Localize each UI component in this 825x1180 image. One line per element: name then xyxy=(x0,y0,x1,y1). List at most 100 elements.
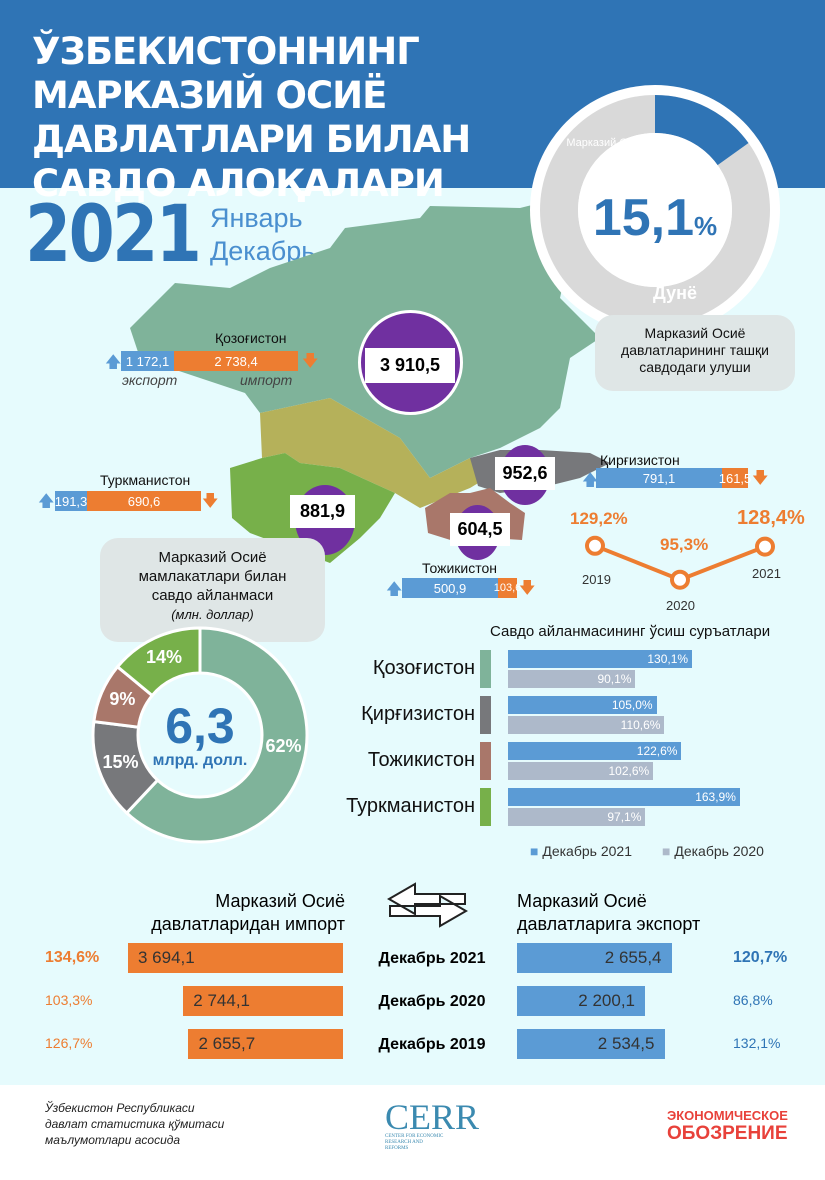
eo-logo-line: ОБОЗРЕНИЕ xyxy=(667,1123,788,1144)
import-bar-kazakhstan: 2 738,4 xyxy=(174,351,298,371)
growth-bar: 102,6% xyxy=(508,762,654,780)
category-marker xyxy=(480,696,491,734)
category-marker xyxy=(480,788,491,826)
turnover-caption-line: мамлакатлари билан xyxy=(138,568,287,585)
import-arrow-icon: 🡇 xyxy=(202,493,219,510)
export-bar-kazakhstan: 1 172,1 xyxy=(121,351,174,371)
export-label: экспорт xyxy=(122,372,178,388)
export-arrow-icon: 🡅 xyxy=(582,472,599,489)
line-label-2019: 129,2% xyxy=(570,509,628,528)
line-x-2019: 2019 xyxy=(582,572,611,587)
turnover-donut xyxy=(91,626,309,844)
map-uzbekistan xyxy=(260,398,495,508)
growth-category: Тожикистон xyxy=(367,749,475,771)
export-growth: 132,1% xyxy=(733,1035,781,1051)
import-bar: 3 694,1 xyxy=(128,943,343,973)
growth-chart-title: Савдо айланмасининг ўсиш суръатлари xyxy=(490,623,771,640)
turnover-unit: (млн. доллар) xyxy=(171,607,254,622)
source-line: давлат статистика қўмитаси xyxy=(45,1117,225,1131)
period-months: Январь Декабрь xyxy=(210,202,315,268)
export-bar-kyrgyzstan: 791,1 xyxy=(596,468,722,488)
line-label-2021: 128,4% xyxy=(737,507,805,529)
year: 2021 xyxy=(25,190,202,280)
page-title: ЎЗБЕКИСТОННИНГ МАРКАЗИЙ ОСИЁ ДАВЛАТЛАРИ … xyxy=(32,30,471,205)
share-caption: Марказий Осиё давлатларининг ташқи савдо… xyxy=(595,315,795,391)
share-slice-central-asia xyxy=(540,95,770,325)
import-arrow-icon: 🡇 xyxy=(752,470,769,487)
line-x-2020: 2020 xyxy=(666,598,695,613)
turnover-total-value: 6,3 xyxy=(165,698,235,754)
turnover-tajikistan: 604,5 xyxy=(450,513,510,546)
growth-bar: 97,1% xyxy=(508,808,646,826)
donut-label: 15% xyxy=(102,751,139,772)
share-rest-label: Дунё xyxy=(653,283,697,303)
cerr-logo-sub: CENTER FOR ECONOMIC RESEARCH AND REFORMS xyxy=(385,1134,444,1151)
share-value: 15,1% xyxy=(592,189,718,247)
growth-bar: 130,1% xyxy=(508,650,693,668)
growth-category: Туркманистон xyxy=(346,795,475,817)
export-title: Марказий Осиё давлатларига экспорт xyxy=(517,891,701,934)
import-bar-kyrgyzstan: 161,5 xyxy=(719,468,751,488)
donut-slice-3 xyxy=(115,626,202,698)
legend-item-2021: ■ Декабрь 2021 xyxy=(530,843,632,859)
cerr-logo: CERR CENTER FOR ECONOMIC RESEARCH AND RE… xyxy=(385,1097,480,1152)
export-bar-turkmenistan: 191,3 xyxy=(55,491,87,511)
legend-item-2020: ■ Декабрь 2020 xyxy=(661,843,764,859)
period-label: Декабрь 2021 xyxy=(378,950,486,967)
export-bar-tajikistan: 500,9 xyxy=(402,578,498,598)
growth-bar: 122,6% xyxy=(508,742,682,760)
export-arrow-icon: 🡅 xyxy=(38,493,55,510)
import-arrow-icon: 🡇 xyxy=(302,353,319,370)
source-line: маълумотлари асосида xyxy=(45,1133,181,1147)
country-label-tajikistan: Тожикистон xyxy=(422,560,497,576)
growth-category: Қозоғистон xyxy=(372,657,475,679)
turnover-caption-line: Марказий Осиё xyxy=(158,549,267,566)
import-arrow-icon: 🡇 xyxy=(519,580,536,597)
line-point-2019 xyxy=(585,535,605,556)
growth-category: Қирғизистон xyxy=(361,703,475,725)
turnover-caption: Марказий Осиё мамлакатлари билан савдо а… xyxy=(100,538,325,642)
eo-logo: ЭКОНОМИЧЕСКОЕ ОБОЗРЕНИЕ xyxy=(667,1108,788,1144)
growth-bar: 105,0% xyxy=(508,696,657,714)
turnover-total-unit: млрд. долл. xyxy=(152,752,248,769)
line-point-2020 xyxy=(670,569,690,590)
line-x-2021: 2021 xyxy=(752,566,781,581)
export-bar: 2 655,4 xyxy=(517,943,672,973)
period-label: Декабрь 2019 xyxy=(378,1036,486,1053)
export-bar: 2 534,5 xyxy=(517,1029,665,1059)
donut-slice-0 xyxy=(124,626,309,844)
export-growth: 120,7% xyxy=(733,949,788,966)
eo-logo-line: ЭКОНОМИЧЕСКОЕ xyxy=(667,1108,788,1123)
growth-legend: ■ Декабрь 2021 ■ Декабрь 2020 xyxy=(530,843,764,859)
share-donut xyxy=(530,85,780,335)
line-label-2020: 95,3% xyxy=(660,535,709,554)
growth-bar: 90,1% xyxy=(508,670,636,688)
import-bar-tajikistan: 103,6 xyxy=(494,578,521,598)
import-bar: 2 744,1 xyxy=(183,986,343,1016)
cerr-logo-text: CERR xyxy=(385,1097,480,1137)
import-bar-turkmenistan: 690,6 xyxy=(87,491,201,511)
turnover-turkmenistan: 881,9 xyxy=(290,495,355,528)
exchange-arrows-icon xyxy=(386,882,469,928)
export-growth: 86,8% xyxy=(733,992,773,1008)
import-bar: 2 655,7 xyxy=(188,1029,343,1059)
donut-label: 14% xyxy=(146,646,183,667)
import-label: импорт xyxy=(240,372,293,388)
export-bar: 2 200,1 xyxy=(517,986,646,1016)
export-arrow-icon: 🡅 xyxy=(105,354,122,371)
category-marker xyxy=(480,742,491,780)
export-arrow-icon: 🡅 xyxy=(386,581,403,598)
growth-bar: 163,9% xyxy=(508,788,740,806)
period-label: Декабрь 2020 xyxy=(378,993,486,1010)
country-label-kazakhstan: Қозоғистон xyxy=(215,330,287,346)
growth-bar: 110,6% xyxy=(508,716,665,734)
category-marker xyxy=(480,650,491,688)
country-label-kyrgyzstan: Қирғизистон xyxy=(600,452,680,468)
import-growth: 103,3% xyxy=(45,992,93,1008)
source-note: Ўзбекистон Республикаси давлат статистик… xyxy=(45,1100,224,1148)
donut-label: 62% xyxy=(265,736,302,757)
line-point-2021 xyxy=(755,536,775,557)
import-growth: 126,7% xyxy=(45,1035,93,1051)
turnover-total: 6,3 млрд. долл. xyxy=(140,700,260,770)
turnover-kazakhstan: 3 910,5 xyxy=(365,348,455,383)
